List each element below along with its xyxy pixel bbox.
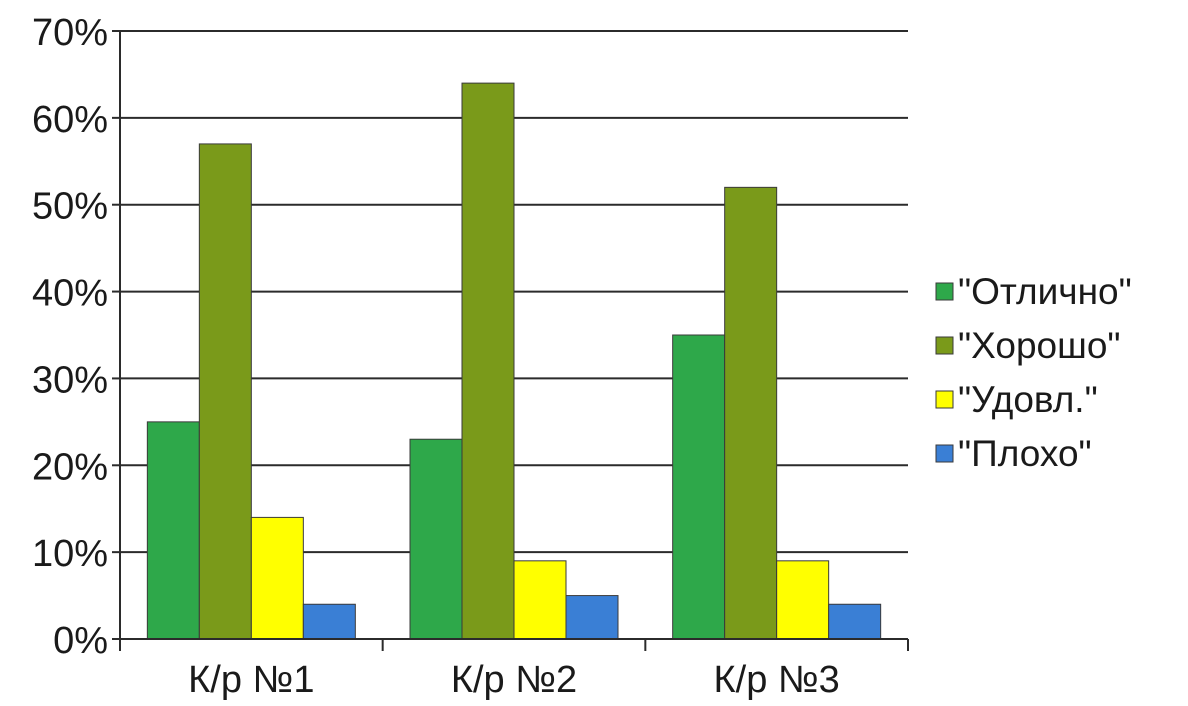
legend-swatch (935, 336, 954, 355)
legend-label: "Отлично" (958, 271, 1132, 312)
x-category-label: К/р №1 (188, 659, 314, 701)
bar (409, 438, 463, 640)
bar (302, 603, 356, 640)
legend-label: "Удовл." (958, 379, 1098, 420)
y-tick-label: 0% (53, 620, 108, 662)
bar (250, 516, 304, 640)
bars (146, 82, 882, 640)
y-tick-label: 10% (32, 533, 108, 575)
legend-swatch (935, 390, 954, 409)
y-tick-label: 50% (32, 186, 108, 228)
y-tick-label: 40% (32, 273, 108, 315)
y-tick-label: 70% (32, 12, 108, 54)
x-category-label: К/р №3 (714, 659, 840, 701)
y-tick-label: 20% (32, 446, 108, 488)
bar (828, 603, 882, 640)
bar (198, 143, 252, 640)
bar (565, 595, 619, 640)
legend: "Отлично" "Хорошо" "Удовл." "Плохо" (935, 271, 1132, 474)
axes (112, 30, 909, 651)
x-category-label: К/р №2 (451, 659, 577, 701)
legend-swatch (935, 444, 954, 463)
y-tick-label: 60% (32, 99, 108, 141)
bar (672, 334, 726, 640)
bar (461, 82, 515, 640)
legend-swatch (935, 282, 954, 301)
legend-label: "Плохо" (958, 433, 1092, 474)
bar (513, 560, 567, 640)
y-axis-tick-labels: 0% 10% 20% 30% 40% 50% 60% 70% (32, 12, 108, 662)
bar (146, 421, 200, 640)
bar (776, 560, 830, 640)
legend-label: "Хорошо" (958, 325, 1121, 366)
y-tick-label: 30% (32, 359, 108, 401)
bar (724, 186, 778, 640)
x-axis-category-labels: К/р №1 К/р №2 К/р №3 (188, 659, 840, 701)
